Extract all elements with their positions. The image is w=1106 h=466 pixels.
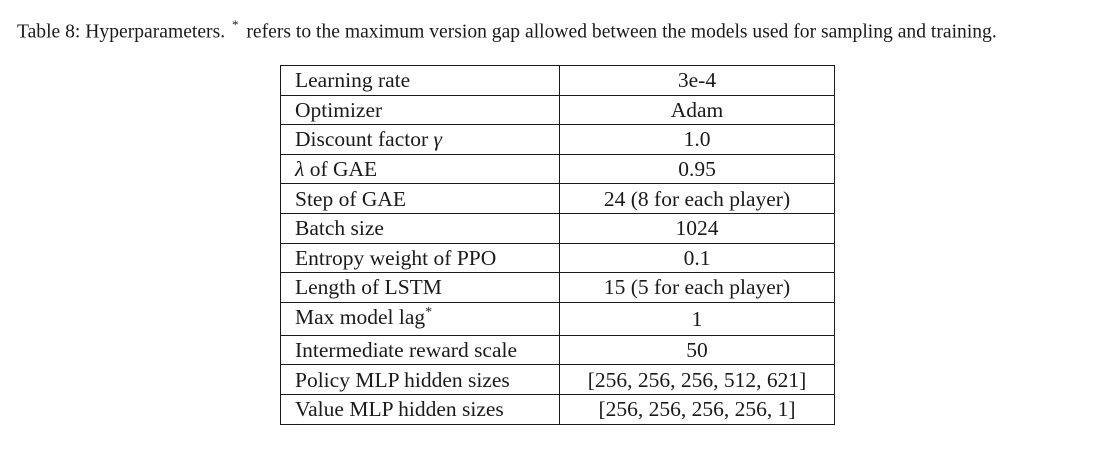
param-value: 24 (8 for each player)	[559, 183, 835, 214]
caption-marker: *	[232, 17, 239, 32]
param-value: 1.0	[559, 124, 835, 155]
param-name: λ of GAE	[280, 153, 560, 185]
param-name: Learning rate	[280, 65, 560, 96]
param-name: Discount factor γ	[280, 124, 560, 155]
param-name: Max model lag*	[280, 301, 560, 336]
table-row: Discount factor γ 1.0	[280, 124, 835, 155]
table-row: Max model lag* 1	[280, 301, 835, 336]
gamma-symbol: γ	[433, 127, 442, 152]
table-row: Optimizer Adam	[280, 94, 835, 126]
param-value: Adam	[559, 94, 835, 126]
param-value: 50	[559, 334, 835, 366]
param-name: Step of GAE	[280, 183, 560, 214]
table-row: λ of GAE 0.95	[280, 153, 835, 185]
caption-text: refers to the maximum version gap allowe…	[246, 21, 997, 43]
param-value: 1024	[559, 212, 835, 244]
table-row: Step of GAE 24 (8 for each player)	[280, 183, 835, 214]
param-name: Batch size	[280, 212, 560, 244]
param-name: Length of LSTM	[280, 272, 560, 303]
table-row: Length of LSTM 15 (5 for each player)	[280, 272, 835, 303]
table-caption: Table 8: Hyperparameters. * refers to th…	[17, 12, 1102, 47]
param-name: Value MLP hidden sizes	[280, 393, 560, 425]
hyperparameter-table: Learning rate 3e-4 Optimizer Adam Discou…	[280, 65, 835, 425]
table-row: Policy MLP hidden sizes [256, 256, 256, …	[280, 364, 835, 395]
table-row: Entropy weight of PPO 0.1	[280, 242, 835, 274]
table-row: Batch size 1024	[280, 212, 835, 244]
param-value: [256, 256, 256, 512, 621]	[559, 364, 835, 395]
param-value: 3e-4	[559, 65, 835, 96]
param-value: 0.1	[559, 242, 835, 274]
table-row: Learning rate 3e-4	[280, 65, 835, 96]
param-value: 0.95	[559, 153, 835, 185]
param-name: Optimizer	[280, 94, 560, 126]
param-value: 1	[559, 301, 835, 336]
param-value: 15 (5 for each player)	[559, 272, 835, 303]
lag-marker: *	[425, 304, 433, 320]
table-row: Intermediate reward scale 50	[280, 334, 835, 366]
caption-label: Table 8:	[17, 21, 81, 43]
param-name: Entropy weight of PPO	[280, 242, 560, 274]
param-value: [256, 256, 256, 256, 1]	[559, 393, 835, 425]
param-name: Policy MLP hidden sizes	[280, 364, 560, 395]
caption-title: Hyperparameters.	[85, 21, 226, 43]
param-name: Intermediate reward scale	[280, 334, 560, 366]
table-row: Value MLP hidden sizes [256, 256, 256, 2…	[280, 393, 835, 425]
lambda-symbol: λ	[295, 157, 305, 182]
